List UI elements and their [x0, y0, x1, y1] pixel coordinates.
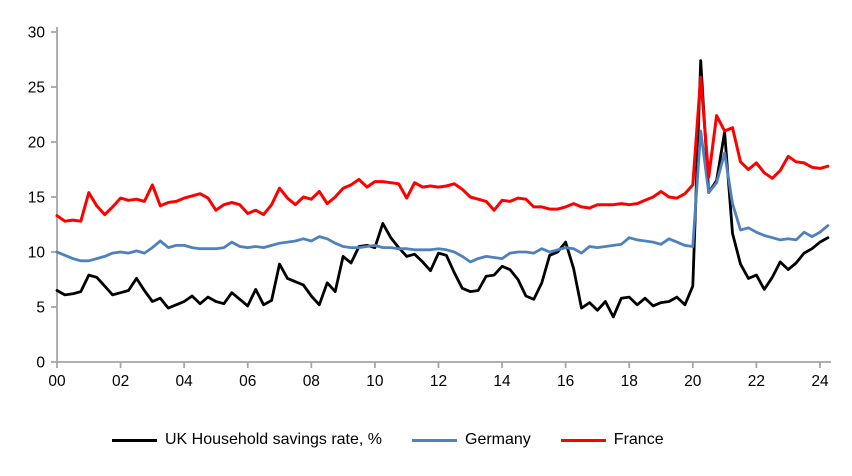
svg-text:10: 10 — [366, 373, 384, 390]
svg-text:10: 10 — [28, 245, 46, 262]
chart-plot-area: 0 5 10 15 20 25 30 00 02 04 06 08 10 12 14 16 18 20 22 24 — [28, 25, 832, 390]
legend-label-uk: UK Household savings rate, % — [165, 431, 382, 448]
svg-text:20: 20 — [28, 135, 46, 152]
svg-text:5: 5 — [36, 300, 45, 317]
svg-text:02: 02 — [112, 373, 129, 390]
chart-legend: UK Household savings rate, % Germany Fra… — [112, 431, 664, 449]
svg-text:16: 16 — [557, 373, 574, 390]
legend-label-france: France — [613, 431, 664, 448]
svg-text:14: 14 — [493, 373, 511, 390]
svg-text:15: 15 — [28, 190, 45, 207]
legend-item-uk: UK Household savings rate, % — [112, 431, 382, 449]
svg-text:25: 25 — [28, 80, 45, 97]
svg-text:06: 06 — [239, 373, 256, 390]
germany-line-swatch-icon — [412, 438, 457, 442]
svg-text:30: 30 — [28, 25, 46, 42]
legend-label-germany: Germany — [465, 431, 531, 448]
svg-text:24: 24 — [811, 373, 829, 390]
svg-text:04: 04 — [176, 373, 194, 390]
svg-text:12: 12 — [430, 373, 447, 390]
legend-item-france: France — [560, 431, 664, 449]
svg-text:08: 08 — [303, 373, 320, 390]
uk-line-swatch-icon — [112, 438, 157, 442]
france-line-swatch-icon — [560, 438, 606, 442]
legend-item-germany: Germany — [412, 431, 531, 449]
svg-text:20: 20 — [684, 373, 702, 390]
svg-text:00: 00 — [48, 373, 66, 390]
svg-text:18: 18 — [621, 373, 638, 390]
svg-text:0: 0 — [36, 355, 45, 372]
svg-text:22: 22 — [748, 373, 765, 390]
